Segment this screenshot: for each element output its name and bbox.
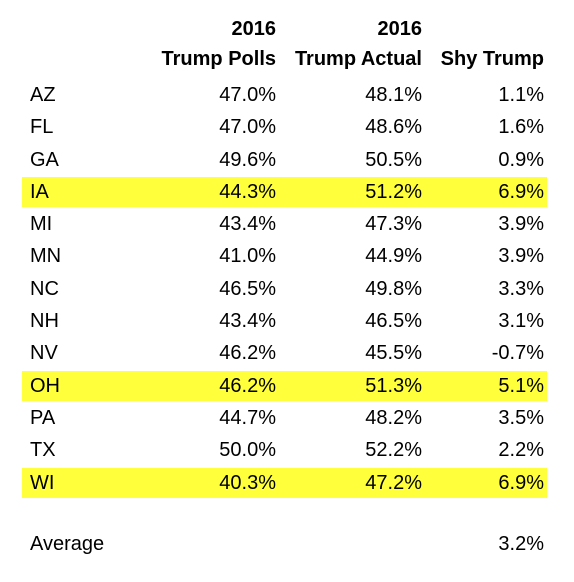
actual-cell: 49.8%: [365, 277, 422, 300]
actual-cell: 51.2%: [365, 180, 422, 203]
actual-cell: 47.2%: [365, 471, 422, 494]
actual-cell: 50.5%: [365, 148, 422, 171]
header-shy-trump: Shy Trump: [441, 14, 544, 74]
polls-cell: 44.7%: [219, 406, 276, 429]
average-value: 3.2%: [498, 533, 544, 555]
shy-cell: 3.9%: [498, 213, 544, 236]
polls-cell: 47.0%: [219, 84, 276, 106]
polls-cell: 46.2%: [219, 374, 276, 397]
shy-cell: -0.7%: [491, 342, 544, 365]
state-cell: FL: [30, 116, 54, 139]
state-cell: NC: [30, 277, 59, 300]
table-row: NH 43.4% 46.5% 3.1%: [0, 305, 574, 337]
header-trump-polls: 2016 Trump Polls: [162, 14, 276, 74]
state-cell: TX: [30, 439, 56, 462]
state-cell: IA: [30, 180, 49, 203]
actual-cell: 48.1%: [365, 84, 422, 106]
state-cell: AZ: [30, 84, 56, 106]
table-row: NC 46.5% 49.8% 3.3%: [0, 273, 574, 305]
table-row: TX 50.0% 52.2% 2.2%: [0, 434, 574, 466]
actual-cell: 46.5%: [365, 310, 422, 333]
header-shy-trump-label: Shy Trump: [440, 48, 544, 70]
shy-cell: 3.9%: [498, 245, 544, 268]
state-cell: NH: [30, 310, 59, 333]
table-row: IA 44.3% 51.2% 6.9%: [0, 176, 574, 208]
shy-cell: 5.1%: [498, 374, 544, 397]
actual-cell: 51.3%: [365, 374, 422, 397]
header-trump-actual: 2016 Trump Actual: [295, 14, 422, 74]
polls-cell: 43.4%: [219, 310, 276, 333]
shy-cell: 6.9%: [498, 180, 544, 203]
header-trump-actual-year: 2016: [377, 18, 423, 40]
table-row: MI 43.4% 47.3% 3.9%: [0, 208, 574, 240]
polls-cell: 46.5%: [219, 277, 276, 300]
shy-cell: 6.9%: [498, 471, 544, 494]
polls-cell: 49.6%: [219, 148, 276, 171]
header-trump-polls-year: 2016: [231, 18, 277, 40]
state-cell: GA: [30, 148, 59, 171]
polls-cell: 50.0%: [219, 439, 276, 462]
actual-cell: 48.6%: [365, 116, 422, 139]
polls-cell: 41.0%: [219, 245, 276, 268]
header-trump-polls-label: Trump Polls: [161, 48, 276, 70]
state-cell: WI: [30, 471, 55, 494]
table-row: OH 46.2% 51.3% 5.1%: [0, 370, 574, 402]
polls-cell: 44.3%: [219, 180, 276, 203]
shy-cell: 1.1%: [498, 84, 544, 106]
table-row: MN 41.0% 44.9% 3.9%: [0, 240, 574, 272]
table-row: NV 46.2% 45.5% -0.7%: [0, 337, 574, 369]
polls-cell: 46.2%: [219, 342, 276, 365]
shy-cell: 3.5%: [498, 406, 544, 429]
shy-cell: 3.1%: [498, 310, 544, 333]
table-row: FL 47.0% 48.6% 1.6%: [0, 111, 574, 143]
shy-cell: 0.9%: [498, 148, 544, 171]
average-row: Average 3.2%: [0, 528, 574, 560]
table-body: AZ 47.0% 48.1% 1.1% FL 47.0% 48.6% 1.6% GA 49.6% 5…: [0, 79, 574, 499]
state-cell: MI: [30, 213, 53, 236]
actual-cell: 52.2%: [365, 439, 422, 462]
polls-cell: 47.0%: [219, 116, 276, 139]
actual-cell: 44.9%: [365, 245, 422, 268]
table-row: AZ 47.0% 48.1% 1.1%: [0, 79, 574, 111]
actual-cell: 48.2%: [365, 406, 422, 429]
shy-cell: 1.6%: [498, 116, 544, 139]
table-row: GA 49.6% 50.5% 0.9%: [0, 144, 574, 176]
shy-cell: 3.3%: [498, 277, 544, 300]
header-shy-trump-blank: [441, 14, 544, 44]
polls-cell: 40.3%: [219, 471, 276, 494]
table-row: WI 40.3% 47.2% 6.9%: [0, 467, 574, 499]
state-cell: MN: [30, 245, 62, 268]
state-cell: PA: [30, 406, 56, 429]
actual-cell: 47.3%: [365, 213, 422, 236]
table-header: 2016 Trump Polls 2016 Trump Actual Shy T…: [0, 14, 574, 78]
state-cell: NV: [30, 342, 58, 365]
average-label: Average: [30, 533, 105, 555]
header-trump-actual-label: Trump Actual: [294, 48, 422, 70]
shy-cell: 2.2%: [498, 439, 544, 462]
actual-cell: 45.5%: [365, 342, 422, 365]
polls-cell: 43.4%: [219, 213, 276, 236]
table-row: PA 44.7% 48.2% 3.5%: [0, 402, 574, 434]
state-cell: OH: [30, 374, 60, 397]
